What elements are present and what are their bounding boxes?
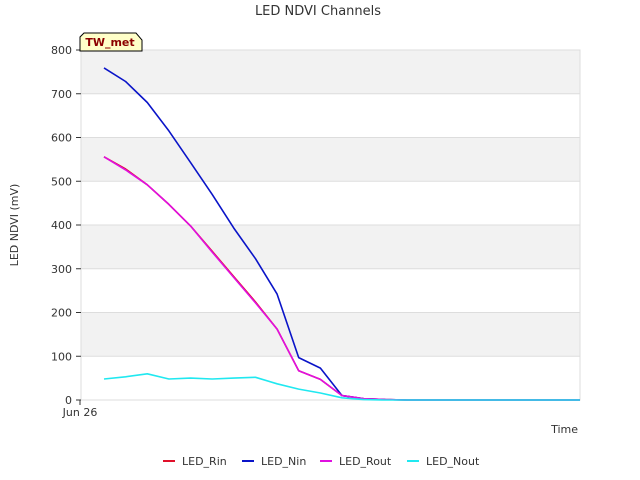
x-axis-label: Time — [550, 423, 578, 436]
chart-title: LED NDVI Channels — [255, 4, 381, 19]
legend-label: LED_Nout — [426, 455, 480, 468]
x-tick-label: Jun 26 — [62, 406, 98, 419]
y-tick-label: 100 — [51, 350, 72, 363]
y-tick-label: 400 — [51, 219, 72, 232]
y-tick-label: 800 — [51, 44, 72, 57]
y-axis-label: LED NDVI (mV) — [8, 184, 21, 267]
legend-label: LED_Rin — [182, 455, 227, 468]
legend-label: LED_Nin — [261, 455, 306, 468]
legend-label: LED_Rout — [339, 455, 392, 468]
background-band — [81, 312, 580, 357]
legend: LED_Rin LED_Nin LED_Rout LED_Nout — [163, 455, 480, 468]
y-tick-label: 500 — [51, 175, 72, 188]
y-tick-label: 700 — [51, 88, 72, 101]
site-tag-label: TW_met — [85, 36, 134, 49]
y-axis: 0 100 200 300 400 500 600 700 800 — [51, 44, 81, 407]
background-band — [81, 225, 580, 269]
series-line-led-nout — [103, 372, 580, 401]
series-line-led-rout — [103, 156, 580, 401]
background-bands — [81, 50, 580, 357]
site-tag-box — [79, 32, 143, 52]
y-tick-label: 0 — [65, 394, 72, 407]
site-tag: TW_met — [79, 32, 143, 52]
y-tick-label: 600 — [51, 132, 72, 145]
y-tick-label: 300 — [51, 263, 72, 276]
series-lines — [103, 67, 580, 401]
series-line-led-rin — [103, 156, 580, 401]
background-band — [81, 50, 580, 94]
background-band — [81, 137, 580, 182]
y-tick-label: 200 — [51, 307, 72, 320]
